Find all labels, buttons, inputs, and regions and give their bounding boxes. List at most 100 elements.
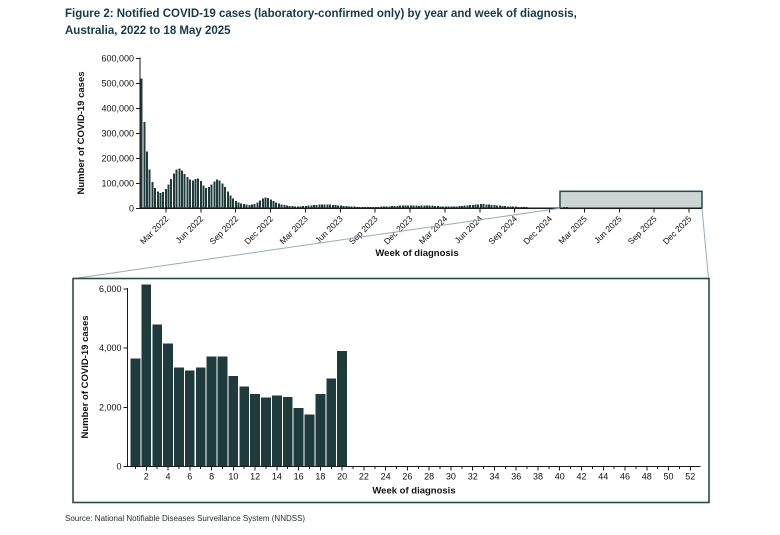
y-tick-label: 600,000 [101,54,134,64]
x-tick-label: 40 [555,472,565,482]
overview-x-axis-title: Week of diagnosis [375,248,458,259]
bar [315,394,326,467]
bar [237,202,240,209]
bar [358,206,361,209]
bar [312,205,315,209]
bar [175,169,178,209]
bar [218,180,221,209]
bar [291,206,294,209]
bar [388,206,391,209]
overview-axes [136,57,702,213]
bar [385,206,388,209]
bar [189,179,192,209]
bar [207,187,210,209]
bar [463,205,466,209]
bar [487,204,490,209]
bar [377,206,380,209]
bar [426,205,429,209]
bar [442,206,445,209]
y-tick-label: 0 [116,462,121,472]
bar [234,200,237,209]
x-tick-label: 2 [144,472,149,482]
bar [184,370,195,467]
bar [471,204,474,209]
connector-line-right [701,208,709,279]
bar [315,204,318,209]
x-tick-label: 10 [228,472,238,482]
bar [485,204,488,209]
bar [210,184,213,209]
inset-y-axis-title: Number of COVID-19 cases [80,315,91,438]
figure-title: Figure 2: Notified COVID-19 cases (labor… [65,6,725,40]
bar [450,206,453,209]
bar [474,204,477,209]
bar [369,206,372,209]
x-tick-label: Jun 2022 [173,213,205,245]
connector-line-left [74,207,561,279]
bar [293,407,304,467]
bar [444,206,447,209]
bar [401,205,404,209]
bar [407,205,410,209]
bar [329,204,332,209]
bar [264,197,267,209]
bar [342,205,345,209]
x-tick-label: 28 [424,472,434,482]
x-tick-label: Dec 2025 [661,213,694,246]
y-tick-label: 4,000 [99,343,122,353]
figure-title-line1: Figure 2: Notified COVID-19 cases (labor… [65,8,577,20]
bar [261,397,271,467]
x-tick-label: Dec 2024 [521,213,554,246]
x-tick-label: 30 [446,472,456,482]
x-tick-label: 36 [511,472,521,482]
x-tick-label: 16 [294,472,304,482]
bar [482,204,485,209]
bar [356,206,359,209]
bar [380,206,383,209]
inset-axes [123,288,701,471]
bar [563,206,566,209]
bar [498,205,501,209]
bar [172,173,175,209]
x-tick-label: 32 [468,472,478,482]
bar [277,203,280,209]
x-tick-label: Sep 2025 [626,213,659,246]
x-tick-label: 24 [381,472,391,482]
bar [224,187,227,209]
bar [431,205,434,209]
bar [148,169,151,209]
bar [240,203,243,209]
bar [245,204,248,209]
bar [447,206,450,209]
bar [271,395,282,467]
inset-x-axis-title: Week of diagnosis [372,486,455,497]
figure-title-line2: Australia, 2022 to 18 May 2025 [65,25,231,37]
bar [282,396,293,467]
x-tick-label: 8 [209,472,214,482]
bar [466,205,469,209]
bar [296,206,299,209]
x-tick-label: 44 [598,472,608,482]
bar [183,173,186,209]
bar [364,206,367,209]
bar [304,414,315,467]
x-tick-label: 26 [402,472,412,482]
bar [428,205,431,209]
bar [517,206,520,209]
bar [228,375,239,467]
bar [366,206,369,209]
y-tick-label: 2,000 [99,402,122,412]
bar [299,206,302,209]
bar [514,206,517,209]
bar [469,205,472,209]
x-tick-label: 4 [166,472,171,482]
y-tick-label: 200,000 [101,153,134,163]
bar [412,205,415,209]
x-tick-label: 38 [533,472,543,482]
bar [164,188,167,209]
bar [280,204,283,209]
bar [512,206,515,209]
bar [283,204,286,209]
